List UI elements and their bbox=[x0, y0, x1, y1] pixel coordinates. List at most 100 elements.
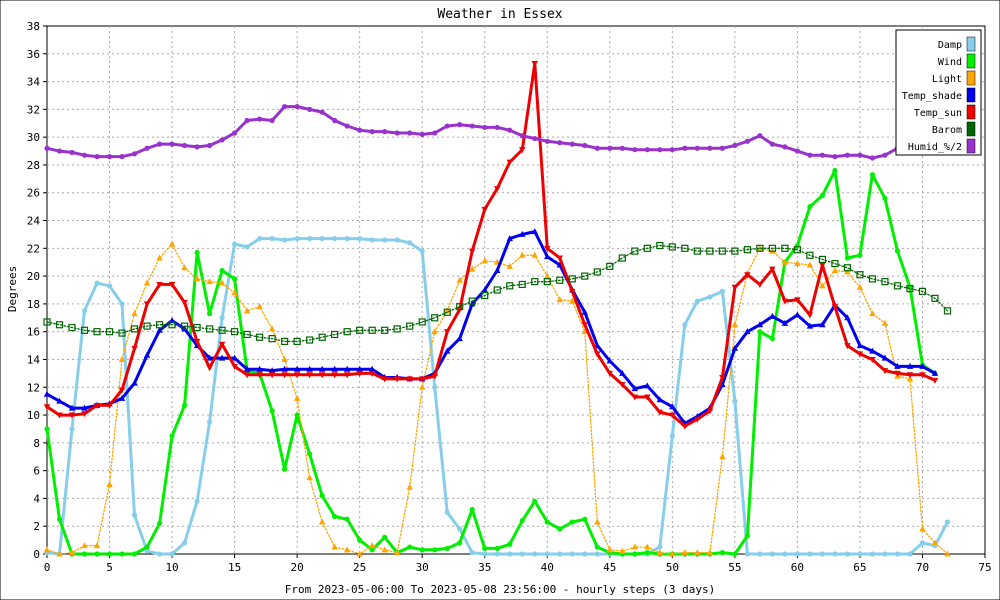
light-point bbox=[581, 328, 588, 335]
barom-point bbox=[731, 247, 739, 255]
damp-point bbox=[682, 322, 688, 328]
humid-2-point bbox=[744, 138, 750, 144]
temp-shade-point bbox=[506, 235, 513, 242]
y-tick-label: 10 bbox=[27, 409, 40, 422]
temp-sun-point bbox=[43, 404, 51, 411]
wind-point bbox=[156, 520, 163, 527]
humid-2-point bbox=[782, 144, 788, 150]
humid-2-point bbox=[769, 141, 775, 147]
y-tick-label: 38 bbox=[27, 20, 40, 33]
barom-point bbox=[118, 329, 126, 337]
temp-sun-point bbox=[268, 372, 276, 379]
damp-point bbox=[819, 551, 826, 557]
damp-point bbox=[181, 540, 188, 546]
barom-point bbox=[481, 291, 489, 300]
barom-point bbox=[193, 323, 201, 332]
temp-sun-point bbox=[931, 377, 939, 384]
barom-point bbox=[356, 326, 364, 334]
barom-point bbox=[130, 325, 139, 333]
temp-shade-point bbox=[731, 344, 739, 351]
wind-point bbox=[744, 533, 750, 539]
damp-point bbox=[532, 551, 538, 557]
light-point bbox=[806, 261, 814, 268]
barom-point bbox=[656, 241, 664, 250]
wind-point bbox=[382, 534, 388, 540]
humid-2-point bbox=[181, 142, 188, 149]
barom-point bbox=[693, 247, 701, 255]
damp-point bbox=[469, 550, 475, 556]
light-point bbox=[106, 481, 113, 488]
humid-2-point bbox=[332, 117, 338, 124]
wind-point bbox=[519, 518, 525, 524]
light-point bbox=[656, 549, 664, 556]
humid-2-point bbox=[494, 124, 500, 131]
light-point bbox=[606, 546, 613, 553]
temp-sun-point bbox=[494, 186, 501, 193]
temp-sun-point bbox=[656, 409, 664, 416]
barom-point bbox=[756, 244, 764, 252]
light-point bbox=[318, 518, 326, 525]
wind-point bbox=[81, 551, 88, 557]
humid-2-point bbox=[307, 106, 313, 112]
temp-shade-point bbox=[744, 328, 751, 335]
light-point bbox=[343, 546, 351, 553]
wind-point bbox=[419, 547, 425, 553]
temp-sun-point bbox=[544, 245, 551, 252]
temp-sun-point bbox=[781, 298, 789, 305]
y-tick-label: 4 bbox=[33, 492, 40, 505]
damp-point bbox=[94, 280, 100, 286]
barom-point bbox=[843, 264, 852, 272]
barom-point bbox=[606, 262, 614, 270]
light-point bbox=[231, 289, 238, 296]
humid-2-point bbox=[432, 130, 438, 136]
damp-point bbox=[457, 526, 463, 532]
humid-2-point bbox=[719, 145, 725, 151]
temp-sun-point bbox=[894, 370, 901, 377]
humid-2-point bbox=[507, 127, 513, 133]
damp-point bbox=[757, 551, 763, 557]
light-point bbox=[931, 539, 939, 546]
barom-point bbox=[418, 318, 426, 326]
temp-sun-point bbox=[906, 372, 914, 379]
temp-shade-point bbox=[856, 342, 864, 349]
series-wind bbox=[44, 167, 938, 557]
barom-point bbox=[443, 308, 451, 316]
humid-2-point bbox=[206, 142, 213, 149]
temp-sun-point bbox=[318, 372, 326, 379]
barom-point bbox=[343, 328, 351, 336]
light-point bbox=[619, 547, 626, 554]
temp-shade-point bbox=[894, 362, 901, 369]
humid-2-point bbox=[357, 127, 363, 133]
temp-sun-point bbox=[168, 281, 176, 288]
temp-sun-point bbox=[444, 329, 451, 336]
humid-2-point bbox=[832, 154, 838, 160]
temp-sun-point bbox=[469, 248, 476, 255]
humid-2-point bbox=[882, 152, 888, 158]
damp-point bbox=[419, 248, 425, 254]
series-humid-2 bbox=[44, 103, 938, 161]
temp-sun-point bbox=[694, 416, 701, 423]
barom-point bbox=[718, 247, 726, 255]
x-axis-label: From 2023-05-06:00 To 2023-05-08 23:56:0… bbox=[285, 583, 715, 596]
y-tick-label: 0 bbox=[33, 548, 40, 561]
damp-point bbox=[519, 551, 525, 557]
light-point bbox=[631, 543, 639, 550]
temp-sun-point bbox=[556, 255, 563, 262]
temp-shade-point bbox=[919, 362, 926, 369]
y-tick-label: 28 bbox=[27, 159, 40, 172]
y-tick-label: 6 bbox=[33, 465, 40, 478]
x-tick-label: 20 bbox=[291, 561, 304, 574]
humid-2-point bbox=[807, 152, 813, 158]
damp-point bbox=[507, 551, 513, 557]
humid-2-point bbox=[857, 152, 863, 158]
wind-point bbox=[719, 550, 725, 556]
barom-point bbox=[306, 336, 314, 344]
chart-title: Weather in Essex bbox=[437, 7, 562, 22]
wind-point bbox=[594, 544, 600, 550]
wind-point bbox=[144, 544, 150, 550]
barom-point bbox=[768, 244, 776, 252]
humid-2-point bbox=[282, 103, 288, 110]
barom-point bbox=[55, 321, 64, 329]
temp-sun-point bbox=[581, 322, 588, 329]
temp-shade-point bbox=[519, 230, 526, 237]
